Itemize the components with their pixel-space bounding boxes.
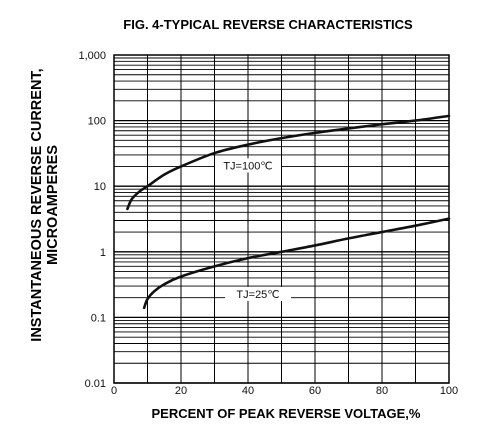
x-tick-label: 100 [440,385,458,397]
y-axis-label-line2: MICROAMPERES [45,145,61,265]
series-labels: TJ=100℃ TJ=25℃ [215,158,292,301]
y-axis-label: INSTANTANEOUS REVERSE CURRENT, MICROAMPE… [29,68,61,341]
x-tick-label: 0 [111,385,117,397]
series-label: TJ=100℃ [223,160,272,172]
y-tick-label: 0.01 [85,378,106,390]
y-tick-label: 1 [100,247,106,259]
y-tick-label: 100 [88,116,106,128]
series-curve [126,114,451,211]
y-tick-label: 0.1 [91,312,106,324]
y-tick-labels: 1,000 100 10 1 0.1 0.01 [78,50,106,390]
series-label-background [225,286,292,301]
series-label: TJ=25℃ [236,289,279,301]
series-curves [126,114,451,310]
x-tick-label: 80 [376,385,388,397]
x-tick-labels: 0 20 40 60 80 100 [111,385,458,397]
chart-title: FIG. 4-TYPICAL REVERSE CHARACTERISTICS [123,17,413,32]
x-tick-label: 60 [309,385,321,397]
series-label-background [215,158,281,173]
series-curve [142,217,451,310]
y-tick-label: 1,000 [78,50,106,62]
y-axis-label-line1: INSTANTANEOUS REVERSE CURRENT, [29,68,45,341]
x-tick-label: 40 [242,385,254,397]
x-tick-label: 20 [175,385,187,397]
y-tick-label: 10 [94,181,106,193]
plot-grid [113,54,450,384]
x-axis-label: PERCENT OF PEAK REVERSE VOLTAGE,% [152,406,421,421]
